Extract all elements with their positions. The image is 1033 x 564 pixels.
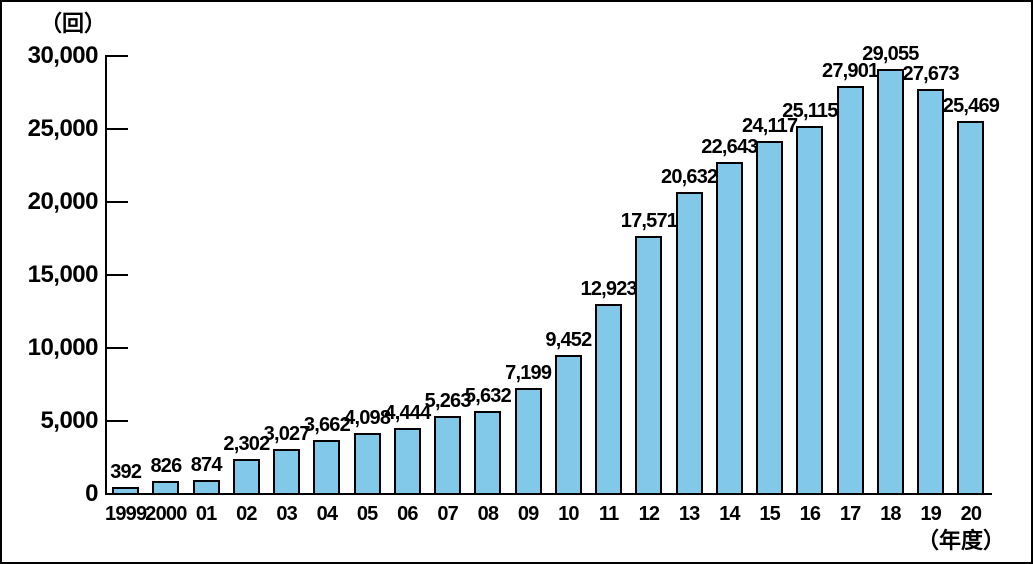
x-axis-unit-label: （年度） xyxy=(916,528,1005,553)
x-tick-label: 11 xyxy=(598,503,619,525)
x-tick-label: 07 xyxy=(437,503,459,525)
bar-value-label: 20,632 xyxy=(661,166,718,188)
bar xyxy=(554,355,582,493)
bar xyxy=(313,440,341,493)
bar-value-label: 29,055 xyxy=(862,43,919,65)
y-tick-label: 5,000 xyxy=(40,407,98,434)
x-tick-label: 14 xyxy=(719,503,740,525)
bar-value-label: 24,117 xyxy=(742,115,798,137)
x-tick-label: 2000 xyxy=(145,503,187,525)
bar xyxy=(876,69,904,493)
bar-value-label: 874 xyxy=(190,454,223,476)
bar-value-label: 5,632 xyxy=(464,385,512,407)
x-tick-label: 18 xyxy=(880,503,901,525)
bar xyxy=(273,449,301,493)
bar xyxy=(514,388,542,493)
bar-value-label: 17,571 xyxy=(620,210,678,232)
bar-value-label: 392 xyxy=(110,461,142,483)
x-tick-label: 06 xyxy=(397,503,418,525)
bar xyxy=(434,416,462,493)
x-tick-label: 09 xyxy=(517,503,539,525)
y-tick-label: 10,000 xyxy=(27,334,99,361)
bar-value-label: 9,452 xyxy=(545,329,592,351)
bar-value-label: 2,302 xyxy=(223,433,270,455)
x-tick-label: 02 xyxy=(236,503,257,525)
bar xyxy=(353,433,381,493)
x-tick-label: 08 xyxy=(477,503,499,525)
y-tick-label: 15,000 xyxy=(27,261,99,288)
bar xyxy=(836,86,864,493)
bar xyxy=(715,162,743,493)
x-tick-label: 05 xyxy=(356,503,378,525)
bar xyxy=(756,141,784,493)
x-axis-line xyxy=(105,493,992,495)
bar xyxy=(635,236,663,493)
x-tick-label: 01 xyxy=(195,503,217,525)
y-tick-label: 20,000 xyxy=(27,188,99,215)
bar-value-label: 3,027 xyxy=(263,423,311,445)
bar-value-label: 826 xyxy=(150,455,182,477)
bar-value-label: 27,673 xyxy=(902,63,960,85)
y-axis-unit-label: （回） xyxy=(40,11,107,36)
bar-value-label: 4,098 xyxy=(344,407,391,429)
bar-value-label: 25,469 xyxy=(942,95,1000,117)
x-tick-label: 20 xyxy=(960,503,982,525)
x-tick-label: 12 xyxy=(638,503,660,525)
y-axis-tick xyxy=(105,347,128,349)
bar-value-label: 25,115 xyxy=(782,100,838,122)
bar xyxy=(595,304,623,493)
bar xyxy=(192,480,220,493)
bar xyxy=(796,126,824,493)
bar-value-label: 22,643 xyxy=(701,136,758,158)
bar-value-label: 7,199 xyxy=(505,362,552,384)
y-tick-label: 0 xyxy=(85,480,98,507)
bar xyxy=(152,481,180,493)
x-tick-label: 16 xyxy=(799,503,821,525)
y-tick-label: 25,000 xyxy=(27,115,99,142)
x-tick-label: 17 xyxy=(839,503,861,525)
bar xyxy=(393,428,421,493)
bar-value-label: 12,923 xyxy=(580,278,638,300)
bar xyxy=(675,192,703,493)
bar-value-label: 5,263 xyxy=(424,390,472,412)
x-tick-label: 1999 xyxy=(105,503,147,525)
bar xyxy=(917,89,945,493)
x-tick-label: 13 xyxy=(678,503,700,525)
x-tick-label: 03 xyxy=(276,503,298,525)
bar xyxy=(957,121,985,493)
x-tick-label: 15 xyxy=(759,503,781,525)
bar-value-label: 3,662 xyxy=(303,414,351,436)
bar xyxy=(474,411,502,493)
bar-value-label: 4,444 xyxy=(384,402,431,424)
bar-value-label: 27,901 xyxy=(822,60,879,82)
y-axis-tick xyxy=(105,201,128,203)
y-axis-tick xyxy=(105,274,128,276)
x-tick-label: 04 xyxy=(316,503,338,525)
x-tick-label: 19 xyxy=(920,503,942,525)
x-tick-label: 10 xyxy=(558,503,579,525)
bar xyxy=(112,487,140,493)
bar xyxy=(232,459,260,493)
y-tick-label: 30,000 xyxy=(27,42,99,69)
y-axis-tick xyxy=(105,128,128,130)
y-axis-tick xyxy=(105,55,128,57)
y-axis-tick xyxy=(105,420,128,422)
